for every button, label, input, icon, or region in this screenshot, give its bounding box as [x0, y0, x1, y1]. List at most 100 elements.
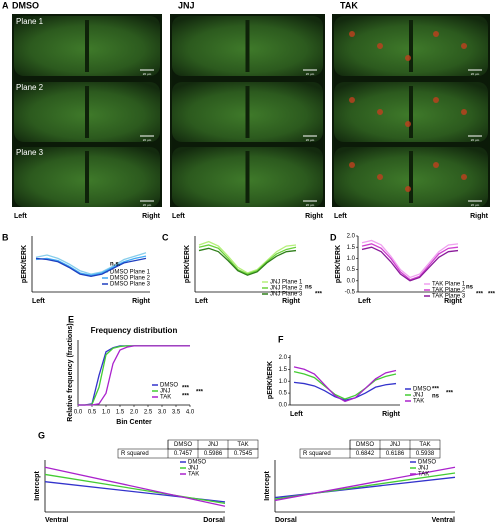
panel-letter: E — [68, 314, 74, 324]
y-axis-label: pERK/tERK — [21, 245, 28, 283]
side-label: Left — [172, 213, 186, 220]
x-tick-label: 0.5 — [88, 410, 97, 416]
legend-label: JNJ — [188, 466, 198, 472]
series-line — [361, 246, 459, 282]
table-cell: 0.7545 — [234, 451, 253, 457]
plane-label: Plane 1 — [16, 17, 44, 26]
y-axis-label: Relative frequency (fractions) — [67, 323, 74, 421]
legend-label: JNJ — [160, 389, 170, 395]
panel-letter: F — [278, 334, 284, 344]
y-tick-label: 1.0 — [279, 379, 288, 385]
x-tick-label: 2.5 — [144, 410, 153, 416]
annotation: n.s. — [110, 262, 121, 268]
annotation: ns — [305, 285, 313, 291]
red-spot — [377, 174, 383, 180]
legend-label: TAK Plane 1 — [432, 282, 466, 288]
x-start-label: Left — [32, 298, 46, 305]
legend-label: JNJ Plane 3 — [270, 292, 303, 298]
legend-label: JNJ Plane 2 — [270, 286, 303, 292]
x-tick-label: Ventral — [45, 517, 68, 524]
table-header: DMSO — [356, 442, 374, 448]
red-spot — [377, 109, 383, 115]
panel-letter: D — [330, 232, 337, 242]
y-tick-label: 0.0 — [279, 403, 288, 409]
y-tick-label: 1.5 — [347, 245, 356, 251]
side-label: Left — [334, 213, 348, 220]
legend-label: DMSO — [160, 383, 178, 389]
table-cell: 0.6186 — [386, 451, 405, 457]
table-row-label: R squared — [303, 451, 331, 457]
scale-label: 20 µm — [471, 203, 480, 207]
y-tick-label: 1.5 — [279, 367, 288, 373]
legend-label: DMSO Plane 2 — [110, 276, 151, 282]
x-tick-label: 4.0 — [186, 410, 195, 416]
red-spot — [405, 186, 411, 192]
annotation: *** — [476, 292, 484, 298]
x-start-label: Left — [290, 411, 304, 418]
y-axis-label: Intercept — [264, 471, 271, 501]
table-header: TAK — [419, 442, 430, 448]
scale-label: 20 µm — [143, 72, 152, 76]
table-header: JNJ — [390, 442, 400, 448]
y-axis-label: pERK/tERK — [267, 361, 274, 399]
series-line — [293, 366, 397, 403]
x-tick-label: Dorsal — [275, 517, 297, 524]
scale-label: 20 µm — [143, 138, 152, 142]
annotation: *** — [432, 387, 440, 393]
x-tick-label: 0.0 — [74, 410, 83, 416]
annotation: ns — [432, 394, 440, 400]
legend-label: JNJ — [418, 466, 428, 472]
table-cell: 0.6842 — [356, 451, 375, 457]
legend-label: DMSO — [413, 387, 431, 393]
annotation: *** — [182, 386, 190, 392]
table-frame — [299, 448, 441, 459]
micrograph-mid — [85, 20, 89, 72]
x-tick-label: Ventral — [432, 517, 455, 524]
table-cell: 0.5938 — [416, 451, 435, 457]
series-line — [35, 255, 147, 276]
scale-label: 20 µm — [471, 138, 480, 142]
scale-label: 20 µm — [143, 203, 152, 207]
table-row-label: R squared — [121, 451, 149, 457]
series-line — [361, 243, 459, 281]
annotation: *** — [446, 391, 454, 397]
series-line — [78, 345, 190, 406]
micrograph-mid — [409, 20, 413, 72]
red-spot — [433, 162, 439, 168]
table-header: DMSO — [174, 442, 192, 448]
annotation: *** — [315, 292, 323, 298]
chart-title: Frequency distribution — [91, 326, 178, 335]
y-tick-label: -0.5 — [345, 290, 356, 296]
x-end-label: Right — [382, 411, 401, 418]
micrograph-mid — [245, 151, 250, 203]
annotation: ns — [466, 285, 474, 291]
red-spot — [461, 43, 467, 49]
table-header: TAK — [237, 442, 248, 448]
y-tick-label: 0.0 — [347, 278, 356, 284]
x-tick-label: 1.5 — [116, 410, 125, 416]
red-spot — [433, 31, 439, 37]
legend-label: TAK — [418, 472, 429, 478]
series-line — [198, 244, 297, 275]
red-spot — [461, 174, 467, 180]
series-line — [44, 466, 226, 507]
table-header: JNJ — [208, 442, 218, 448]
red-spot — [377, 43, 383, 49]
plane-label: Plane 2 — [16, 83, 44, 92]
micrograph-mid — [85, 86, 89, 138]
side-label: Right — [142, 213, 161, 220]
x-end-label: Right — [282, 298, 301, 305]
table-cell: 0.5986 — [204, 451, 223, 457]
red-spot — [349, 31, 355, 37]
panel-letter: B — [2, 232, 9, 242]
scale-label: 20 µm — [306, 72, 315, 76]
x-end-label: Right — [132, 298, 151, 305]
scale-label: 20 µm — [306, 138, 315, 142]
panel-letter: A — [2, 0, 9, 10]
x-tick-label: 1.0 — [102, 410, 111, 416]
series-line — [44, 473, 226, 504]
series-line — [35, 257, 147, 277]
x-start-label: Left — [358, 298, 372, 305]
side-label: Left — [14, 213, 28, 220]
